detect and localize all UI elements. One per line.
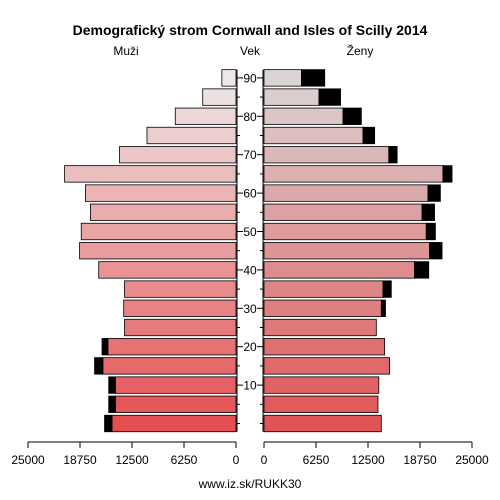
age-tick-label: 70	[243, 148, 257, 162]
age-tick-label: 90	[243, 71, 257, 85]
left-label: Muži	[113, 44, 138, 58]
bar-women-15-19	[263, 357, 391, 375]
bar-men-75-79	[146, 126, 237, 145]
chart-title: Demografický strom Cornwall and Isles of…	[73, 22, 428, 38]
bar-men-30-34	[123, 299, 237, 317]
age-tick-label: 80	[243, 110, 257, 124]
bar-men-85-89	[202, 88, 237, 106]
x-tick-label-left: 25000	[11, 453, 45, 467]
bar-women-65-69	[263, 165, 444, 183]
bar-women-30-34	[263, 299, 382, 317]
age-tick-label: 60	[243, 187, 257, 201]
bar-men-45-49	[79, 242, 237, 260]
bar-women-excess-70-74	[388, 146, 398, 164]
axes-layer: 25000 18750 12500 6250 0 0 6250 12500 18750 25000…	[11, 69, 489, 467]
bar-women-excess-75-79	[362, 126, 376, 145]
bar-men-20-24	[107, 338, 237, 356]
bar-women-70-74	[263, 146, 390, 164]
bar-men-90+	[221, 69, 237, 87]
bar-women-excess-80-84	[342, 107, 362, 125]
bar-men-70-74	[119, 146, 237, 164]
bar-women-35-39	[263, 280, 384, 298]
x-tick-label-right: 18750	[403, 453, 437, 467]
bar-men-60-64	[85, 184, 237, 202]
bar-men-5-9	[114, 395, 237, 413]
bar-women-excess-90+	[301, 69, 326, 87]
bar-women-0-4	[263, 414, 382, 433]
bar-women-excess-60-64	[427, 184, 441, 202]
bar-men-65-69	[64, 165, 237, 183]
x-tick-label-left: 0	[233, 453, 240, 467]
bar-women-45-49	[263, 242, 430, 260]
right-label: Ženy	[347, 43, 374, 58]
bar-women-excess-35-39	[382, 280, 392, 298]
bar-women-excess-55-59	[421, 203, 435, 221]
bar-women-60-64	[263, 184, 429, 202]
bar-men-excess-0-4	[104, 414, 113, 433]
bar-women-excess-45-49	[429, 242, 443, 260]
x-tick-label-right: 6250	[303, 453, 330, 467]
bar-women-5-9	[263, 395, 379, 413]
bar-women-10-14	[263, 376, 380, 394]
x-tick-label-left: 18750	[63, 453, 97, 467]
x-tick-label-left: 6250	[171, 453, 198, 467]
bar-women-55-59	[263, 203, 423, 221]
bar-men-15-19	[102, 357, 237, 375]
center-label: Vek	[240, 44, 261, 58]
bar-men-excess-20-24	[101, 338, 109, 356]
x-tick-label-right: 0	[261, 453, 268, 467]
bar-women-85-89	[263, 88, 320, 106]
age-tick-label: 50	[243, 225, 257, 239]
bar-men-excess-15-19	[94, 357, 104, 375]
bar-men-80-84	[174, 107, 237, 125]
bar-women-50-54	[263, 222, 427, 241]
x-tick-label-left: 12500	[115, 453, 149, 467]
bar-women-80-84	[263, 107, 344, 125]
bar-men-excess-5-9	[108, 395, 116, 413]
bar-women-excess-65-69	[442, 165, 453, 183]
bar-men-0-4	[111, 414, 237, 433]
age-tick-label: 10	[243, 379, 257, 393]
bar-women-25-29	[263, 318, 377, 337]
bar-women-excess-85-89	[318, 88, 341, 106]
x-tick-label-right: 25000	[455, 453, 489, 467]
age-tick-label: 40	[243, 263, 257, 277]
bars-layer	[64, 69, 453, 433]
bar-men-10-14	[114, 376, 237, 394]
bar-women-excess-30-34	[380, 299, 386, 317]
bar-men-35-39	[124, 280, 237, 298]
bar-men-25-29	[124, 318, 237, 337]
age-tick-label: 30	[243, 302, 257, 316]
bar-women-40-44	[263, 261, 415, 279]
age-tick-label: 20	[243, 340, 257, 354]
bar-men-50-54	[80, 222, 237, 241]
bar-men-55-59	[90, 203, 237, 221]
x-tick-label-right: 12500	[351, 453, 385, 467]
bar-women-excess-50-54	[425, 222, 436, 241]
bar-women-75-79	[263, 126, 364, 145]
bar-men-40-44	[98, 261, 237, 279]
bar-women-90+	[263, 69, 302, 87]
footer-source: www.iz.sk/RUKK30	[198, 477, 302, 491]
bar-women-excess-40-44	[414, 261, 430, 279]
bar-women-20-24	[263, 338, 386, 356]
bar-men-excess-10-14	[108, 376, 116, 394]
